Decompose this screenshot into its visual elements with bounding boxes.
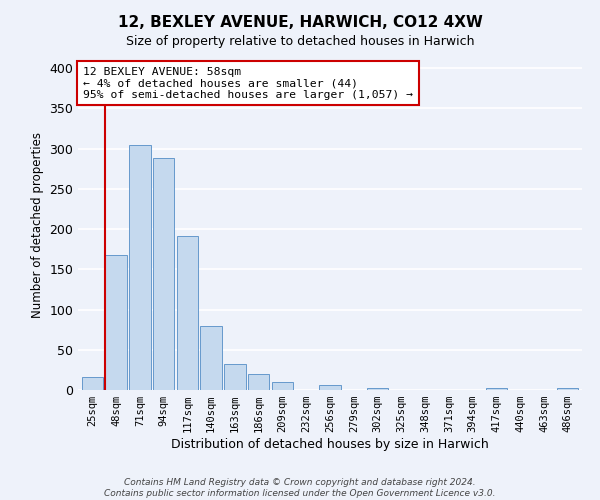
Bar	[272, 382, 293, 390]
X-axis label: Distribution of detached houses by size in Harwich: Distribution of detached houses by size …	[171, 438, 489, 451]
Bar	[486, 388, 507, 390]
Bar	[367, 388, 388, 390]
Bar	[82, 377, 103, 390]
Bar	[319, 385, 341, 390]
Bar	[557, 388, 578, 390]
Y-axis label: Number of detached properties: Number of detached properties	[31, 132, 44, 318]
Text: Contains HM Land Registry data © Crown copyright and database right 2024.
Contai: Contains HM Land Registry data © Crown c…	[104, 478, 496, 498]
Bar	[106, 255, 127, 390]
Bar	[176, 236, 198, 390]
Bar	[200, 326, 222, 390]
Text: 12 BEXLEY AVENUE: 58sqm
← 4% of detached houses are smaller (44)
95% of semi-det: 12 BEXLEY AVENUE: 58sqm ← 4% of detached…	[83, 66, 413, 100]
Text: Size of property relative to detached houses in Harwich: Size of property relative to detached ho…	[126, 35, 474, 48]
Bar	[129, 144, 151, 390]
Bar	[224, 364, 245, 390]
Bar	[153, 158, 174, 390]
Text: 12, BEXLEY AVENUE, HARWICH, CO12 4XW: 12, BEXLEY AVENUE, HARWICH, CO12 4XW	[118, 15, 482, 30]
Bar	[248, 374, 269, 390]
